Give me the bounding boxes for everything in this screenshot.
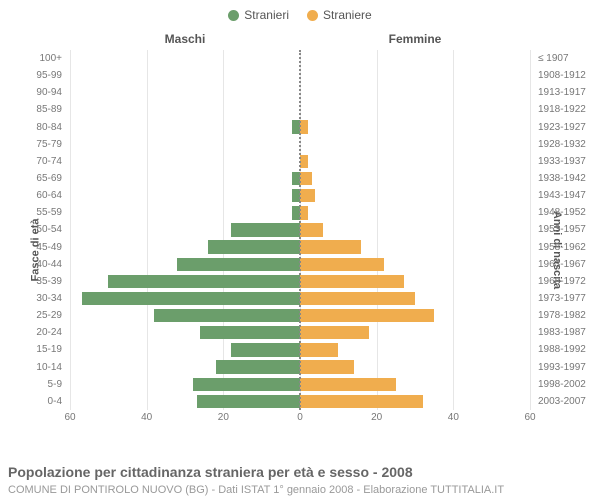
birth-year-label: 1998-2002 — [534, 376, 600, 393]
bar-male — [154, 309, 300, 322]
center-axis-line — [299, 50, 301, 410]
population-pyramid-chart: Stranieri Straniere Maschi Femmine Fasce… — [0, 0, 600, 500]
birth-year-label: 1923-1927 — [534, 119, 600, 136]
bar-female — [300, 223, 323, 236]
bar-female — [300, 275, 404, 288]
birth-year-label: 1993-1997 — [534, 359, 600, 376]
legend-swatch-female — [307, 10, 318, 21]
birth-year-label: 2003-2007 — [534, 393, 600, 410]
bar-male — [231, 223, 300, 236]
age-label: 65-69 — [0, 170, 66, 187]
birth-year-label: 1958-1962 — [534, 239, 600, 256]
age-labels: 100+95-9990-9485-8980-8475-7970-7465-696… — [0, 50, 66, 410]
plot-area: 6040200204060 — [70, 50, 530, 428]
bar-male — [108, 275, 300, 288]
birth-year-label: 1943-1947 — [534, 187, 600, 204]
bar-female — [300, 292, 415, 305]
x-tick-label: 60 — [64, 412, 75, 423]
legend-item-male: Stranieri — [228, 8, 289, 22]
age-label: 35-39 — [0, 273, 66, 290]
age-label: 70-74 — [0, 153, 66, 170]
age-label: 5-9 — [0, 376, 66, 393]
header-female: Femmine — [300, 32, 530, 46]
bar-male — [231, 343, 300, 356]
age-label: 100+ — [0, 50, 66, 67]
bar-female — [300, 326, 369, 339]
chart-subtitle: COMUNE DI PONTIROLO NUOVO (BG) - Dati IS… — [8, 484, 592, 496]
x-tick-label: 40 — [448, 412, 459, 423]
birth-year-label: 1908-1912 — [534, 67, 600, 84]
legend-item-female: Straniere — [307, 8, 372, 22]
bar-female — [300, 120, 308, 133]
birth-year-label: ≤ 1907 — [534, 50, 600, 67]
bar-male — [82, 292, 301, 305]
bar-male — [200, 326, 300, 339]
bar-female — [300, 343, 338, 356]
x-tick-label: 0 — [297, 412, 303, 423]
x-tick-label: 20 — [371, 412, 382, 423]
birth-year-labels: ≤ 19071908-19121913-19171918-19221923-19… — [534, 50, 600, 410]
column-headers: Maschi Femmine — [70, 32, 530, 46]
x-tick-label: 40 — [141, 412, 152, 423]
birth-year-label: 1933-1937 — [534, 153, 600, 170]
birth-year-label: 1973-1977 — [534, 290, 600, 307]
age-label: 20-24 — [0, 324, 66, 341]
legend: Stranieri Straniere — [0, 8, 600, 22]
bar-male — [208, 240, 300, 253]
age-label: 15-19 — [0, 341, 66, 358]
bar-male — [216, 360, 300, 373]
bar-female — [300, 189, 315, 202]
bar-female — [300, 309, 434, 322]
chart-title: Popolazione per cittadinanza straniera p… — [8, 464, 592, 480]
birth-year-label: 1978-1982 — [534, 307, 600, 324]
bar-male — [193, 378, 300, 391]
age-label: 10-14 — [0, 359, 66, 376]
birth-year-label: 1963-1967 — [534, 256, 600, 273]
birth-year-label: 1988-1992 — [534, 341, 600, 358]
bar-male — [177, 258, 300, 271]
age-label: 45-49 — [0, 239, 66, 256]
bar-female — [300, 258, 384, 271]
age-label: 95-99 — [0, 67, 66, 84]
age-label: 25-29 — [0, 307, 66, 324]
header-male: Maschi — [70, 32, 300, 46]
bar-female — [300, 206, 308, 219]
x-tick-label: 20 — [218, 412, 229, 423]
age-label: 75-79 — [0, 136, 66, 153]
birth-year-label: 1918-1922 — [534, 101, 600, 118]
age-label: 85-89 — [0, 101, 66, 118]
bar-female — [300, 395, 423, 408]
age-label: 30-34 — [0, 290, 66, 307]
x-tick-label: 60 — [524, 412, 535, 423]
birth-year-label: 1913-1917 — [534, 84, 600, 101]
age-label: 50-54 — [0, 221, 66, 238]
birth-year-label: 1968-1972 — [534, 273, 600, 290]
birth-year-label: 1938-1942 — [534, 170, 600, 187]
age-label: 0-4 — [0, 393, 66, 410]
bar-female — [300, 360, 354, 373]
bar-male — [197, 395, 301, 408]
age-label: 40-44 — [0, 256, 66, 273]
birth-year-label: 1953-1957 — [534, 221, 600, 238]
age-label: 60-64 — [0, 187, 66, 204]
bar-female — [300, 378, 396, 391]
birth-year-label: 1928-1932 — [534, 136, 600, 153]
legend-label-male: Stranieri — [244, 8, 289, 22]
x-axis-ticks: 6040200204060 — [70, 410, 530, 428]
age-label: 55-59 — [0, 204, 66, 221]
legend-swatch-male — [228, 10, 239, 21]
bar-female — [300, 155, 308, 168]
legend-label-female: Straniere — [323, 8, 372, 22]
age-label: 80-84 — [0, 119, 66, 136]
bar-female — [300, 172, 312, 185]
age-label: 90-94 — [0, 84, 66, 101]
bar-female — [300, 240, 361, 253]
grid-line — [530, 50, 531, 410]
birth-year-label: 1983-1987 — [534, 324, 600, 341]
birth-year-label: 1948-1952 — [534, 204, 600, 221]
